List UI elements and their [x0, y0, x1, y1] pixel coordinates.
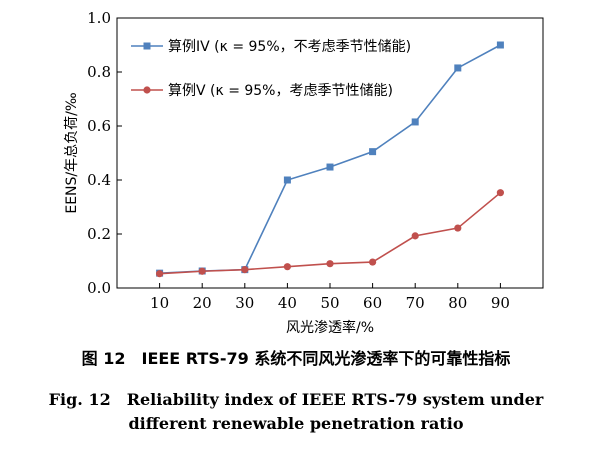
x-tick-label: 30: [235, 294, 254, 312]
figure-caption-en-line2: different renewable penetration ratio: [128, 414, 464, 433]
series-1-point: [496, 189, 504, 197]
x-tick-label: 70: [406, 294, 425, 312]
y-tick-label: 0.8: [87, 63, 111, 81]
series-1-point: [326, 260, 334, 268]
series-1-point: [198, 267, 206, 275]
series-0-point: [496, 41, 504, 49]
x-tick-label: 10: [150, 294, 169, 312]
legend: 算例IV (κ = 95%，不考虑季节性储能) 算例V (κ = 95%，考虑季…: [131, 39, 411, 99]
figure-caption-cn: 图 12 IEEE RTS-79 系统不同风光渗透率下的可靠性指标: [81, 349, 511, 368]
y-tick-label: 1.0: [87, 9, 111, 27]
x-tick-label: 60: [363, 294, 382, 312]
y-tick-label: 0.0: [87, 279, 111, 297]
series-0-point: [326, 163, 334, 171]
legend-label-v: 算例V (κ = 95%，考虑季节性储能): [168, 83, 393, 99]
x-tick-label: 50: [320, 294, 339, 312]
y-tick-label: 0.6: [87, 117, 111, 135]
series-line-0: [159, 44, 501, 274]
legend-label-iv: 算例IV (κ = 95%，不考虑季节性储能): [168, 39, 411, 55]
y-tick-label: 0.2: [87, 225, 111, 243]
legend-marker-v: [143, 86, 151, 94]
figure-caption-en-line1: Fig. 12 Reliability index of IEEE RTS-79…: [48, 390, 544, 409]
series-1-point: [454, 224, 462, 232]
x-tick-label: 90: [491, 294, 510, 312]
series-0-point: [454, 64, 462, 72]
y-axis-title: EENS/年总负荷/‰: [64, 92, 80, 213]
chart: 10 20 30 40 50 60 70 80 90 0.0 0.2 0.4 0.6 0.8 1.0 算例I…: [64, 9, 544, 336]
series-1-point: [283, 263, 291, 271]
series-1-point: [369, 258, 377, 266]
series-1-point: [241, 266, 249, 274]
x-axis-title: 风光渗透率/%: [286, 319, 374, 336]
plot-frame: [116, 17, 544, 289]
series-1-point: [411, 232, 419, 240]
x-tick-label: 40: [278, 294, 297, 312]
series-0-point: [369, 148, 377, 156]
legend-marker-iv: [143, 42, 151, 50]
y-tick-label: 0.4: [87, 171, 111, 189]
series-1-point: [156, 270, 164, 278]
series-0-point: [283, 176, 291, 184]
x-tick-label: 80: [448, 294, 467, 312]
series-0-point: [411, 118, 419, 126]
x-tick-label: 20: [193, 294, 212, 312]
